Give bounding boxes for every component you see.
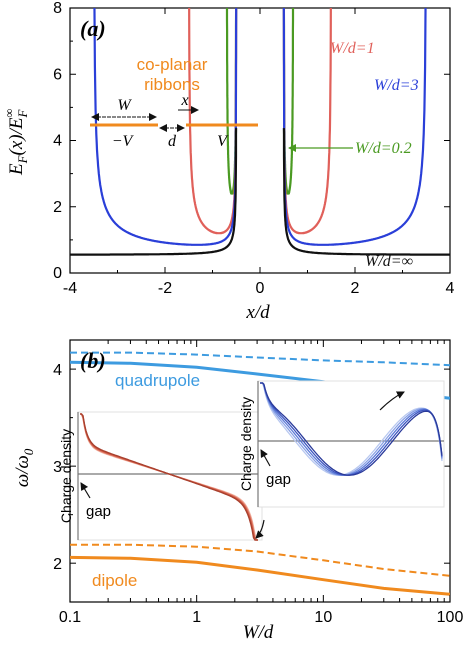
series-W/d=1-right: [282, 8, 332, 235]
inset-quadrupole-frame: [257, 380, 445, 508]
ribbon-schematic: co-planar ribbons W x d −V V: [90, 55, 258, 150]
curve-arrow-1: [255, 519, 265, 539]
x-tick-label: 100: [437, 609, 463, 626]
inset-dipole-curves: [80, 413, 258, 541]
panel-b-label: (b): [80, 348, 106, 373]
x-tick-label: -2: [158, 280, 172, 297]
panel-a: -4 -2 0 2 4 0 2 4 6 8 (a) x/d EF(x)/EF∞ W/d=1 W/d…: [2, 0, 455, 323]
inset-dipole-frame: [77, 411, 263, 541]
gap-arrow-2: [260, 449, 271, 467]
quadrupole-label: quadrupole: [115, 371, 200, 390]
y-tick-label: 4: [53, 133, 62, 150]
series-dipole-dashed: [70, 543, 450, 577]
panel-a-label: (a): [80, 16, 106, 41]
x-tick-label: 0: [256, 280, 265, 297]
gap-label-2: gap: [266, 471, 291, 488]
inset-quadrupole-curve: [260, 382, 443, 476]
label-w-d-1: W/d=1: [330, 40, 375, 57]
dipole-label: dipole: [92, 571, 137, 590]
x-tick-label: 10: [314, 609, 332, 626]
panel-a-xlabel: x/d: [245, 302, 270, 323]
x-label: x: [180, 92, 188, 109]
inset-quadrupole-curve: [260, 382, 443, 476]
schematic-title-1: co-planar: [137, 55, 208, 74]
y-tick-label: 3: [53, 459, 62, 476]
gap-label-1: gap: [86, 503, 111, 520]
d-label: d: [168, 133, 177, 150]
schematic-title-2: ribbons: [144, 75, 200, 94]
series-W/d=3-right: [282, 8, 427, 246]
panel-b-ylabel: ω/ω0: [12, 448, 36, 487]
inset-quadrupole-curves: [260, 382, 443, 476]
y-tick-label: 6: [53, 66, 62, 83]
y-tick-label: 2: [53, 556, 62, 573]
series-W/d=3-left: [93, 8, 238, 246]
series-quadrupole-dashed: [70, 351, 450, 367]
w-label: W: [117, 97, 132, 114]
y-tick-label: 4: [53, 362, 62, 379]
series-dipole: [70, 555, 450, 596]
panel-a-ylabel: EF(x)/EF∞: [2, 108, 30, 176]
panel-b: 0.1 1 10 100 2 3 4 (b) W/d ω/ω0 quadrupole dip…: [12, 339, 463, 643]
inset-quadrupole-ylabel: Charge density: [238, 397, 254, 491]
inset-quadrupole-curve: [260, 382, 443, 476]
series-W/d=∞-right: [282, 128, 450, 256]
panel-b-ticks: 0.1 1 10 100 2 3 4: [53, 340, 463, 626]
gap-arrow-1: [80, 482, 91, 499]
panel-b-xlabel: W/d: [243, 622, 274, 643]
inset-dipole-curve: [80, 413, 258, 541]
inset-dipole-ylabel: Charge density: [58, 429, 74, 523]
x-tick-label: 4: [446, 280, 455, 297]
v-label: V: [217, 133, 229, 150]
x-tick-label: 1: [192, 609, 201, 626]
label-w-d-3: W/d=3: [374, 77, 419, 94]
x-tick-label: -4: [63, 280, 77, 297]
inset-quadrupole: Charge density gap: [238, 380, 445, 508]
panel-b-frame: [69, 339, 451, 603]
y-tick-label: 0: [53, 265, 62, 282]
y-tick-label: 2: [53, 199, 62, 216]
x-tick-label: 2: [351, 280, 360, 297]
x-tick-label: 0.1: [59, 609, 81, 626]
svg-text:ω/ω0: ω/ω0: [12, 448, 36, 487]
minus-v-label: −V: [112, 133, 135, 150]
svg-text:EF(x)/EF∞: EF(x)/EF∞: [2, 108, 30, 176]
series-W/d=∞-left: [70, 128, 238, 256]
panel-a-curves: [70, 8, 450, 256]
inset-quadrupole-curve: [260, 382, 443, 476]
panel-a-ticks: -4 -2 0 2 4 0 2 4 6 8: [53, 0, 454, 297]
svg-text:Charge density: Charge density: [238, 397, 254, 491]
curve-arrow-2: [379, 391, 405, 411]
series-W/d=1-left: [188, 8, 238, 235]
panel-b-curves: [70, 351, 450, 596]
label-w-d-0-2: W/d=0.2: [355, 140, 412, 157]
label-w-d-inf: W/d=∞: [365, 253, 413, 270]
svg-text:Charge density: Charge density: [58, 429, 74, 523]
y-tick-label: 8: [53, 0, 62, 17]
inset-dipole: Charge density gap: [58, 411, 265, 541]
